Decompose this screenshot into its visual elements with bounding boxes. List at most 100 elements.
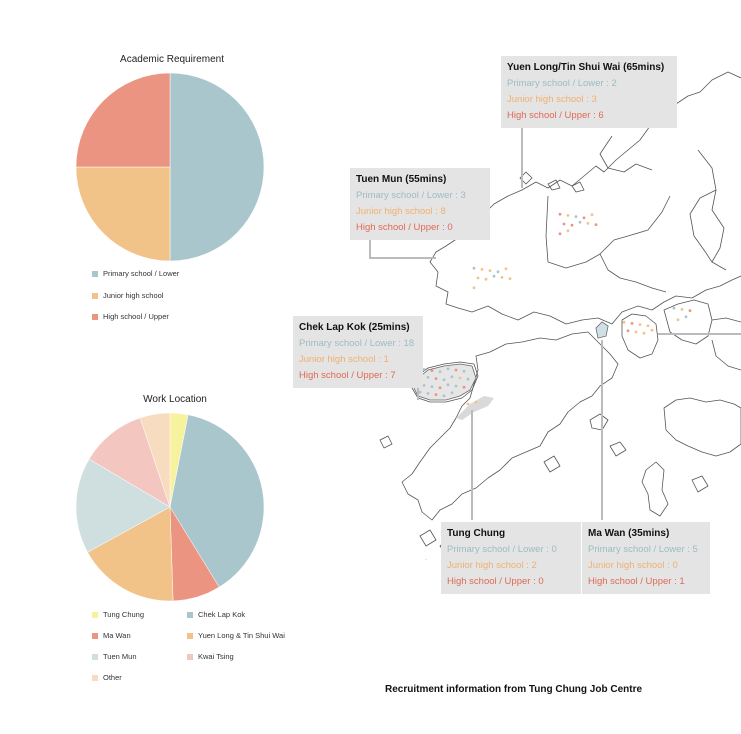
infobox-tuen-mun: Tuen Mun (55mins) Primary school / Lower… bbox=[350, 168, 490, 240]
job-dot bbox=[578, 220, 582, 224]
job-dot bbox=[626, 329, 630, 333]
job-dot bbox=[558, 232, 562, 236]
islet bbox=[609, 441, 627, 457]
job-dot bbox=[430, 369, 434, 372]
pie-slice-junior-high-school bbox=[75, 166, 171, 262]
infobox-primary: Primary school / Lower : 5 bbox=[588, 544, 698, 555]
job-dot bbox=[650, 328, 654, 332]
location-chart-title: Work Location bbox=[143, 394, 207, 405]
job-dot bbox=[438, 386, 442, 390]
job-dot bbox=[418, 390, 422, 394]
pie-slice-yuen-long-tin-shui-wai bbox=[87, 506, 174, 602]
district-line bbox=[599, 253, 667, 293]
hong-kong-map bbox=[369, 71, 741, 560]
job-dot bbox=[472, 286, 476, 290]
job-dot bbox=[454, 368, 458, 372]
job-dot bbox=[504, 267, 508, 271]
legend-swatch bbox=[187, 632, 193, 639]
islet bbox=[419, 529, 437, 547]
infobox-junior: Junior high school : 2 bbox=[447, 560, 537, 571]
legend-label: Primary school / Lower bbox=[103, 269, 180, 278]
job-dot bbox=[450, 375, 454, 379]
infobox-high: High school / Upper : 7 bbox=[299, 370, 396, 381]
job-dot bbox=[466, 377, 470, 381]
hk-island-outline bbox=[663, 397, 741, 457]
district-line bbox=[599, 135, 653, 173]
job-dot bbox=[582, 216, 586, 220]
job-dot bbox=[646, 324, 650, 328]
infobox-ma-wan: Ma Wan (35mins) Primary school / Lower :… bbox=[582, 522, 710, 594]
infobox-primary: Primary school / Lower : 3 bbox=[356, 190, 466, 201]
pie-slice-tuen-mun bbox=[75, 458, 171, 553]
legend-label: Chek Lap Kok bbox=[198, 610, 246, 619]
infobox-yuen-long: Yuen Long/Tin Shui Wai (65mins) Primary … bbox=[501, 56, 677, 128]
islet bbox=[589, 413, 609, 431]
location-pie bbox=[75, 412, 265, 602]
legend-kwai-tsing: Kwai Tsing bbox=[187, 652, 234, 661]
east-outline bbox=[711, 317, 741, 371]
legend-label: High school / Upper bbox=[103, 312, 169, 321]
legend-swatch bbox=[92, 653, 98, 660]
job-dot bbox=[434, 377, 438, 380]
job-dot bbox=[638, 323, 642, 326]
islet bbox=[379, 435, 393, 449]
job-dot bbox=[422, 368, 426, 371]
infobox-title: Tung Chung bbox=[447, 528, 506, 539]
tung-chung-highlight bbox=[456, 396, 494, 420]
job-dot bbox=[684, 315, 688, 319]
job-dot bbox=[462, 385, 466, 389]
job-dot bbox=[458, 376, 462, 380]
infobox-primary: Primary school / Lower : 0 bbox=[447, 544, 557, 555]
map-caption: Recruitment information from Tung Chung … bbox=[385, 684, 643, 695]
islet bbox=[543, 455, 561, 473]
legend-primary: Primary school / Lower bbox=[92, 269, 179, 278]
legend-yuen-long: Yuen Long & Tin Shui Wai bbox=[187, 631, 285, 640]
district-line bbox=[697, 149, 727, 271]
legend-label: Tuen Mun bbox=[103, 652, 137, 661]
job-dot bbox=[422, 384, 426, 387]
job-dot bbox=[426, 392, 430, 395]
academic-chart-title: Academic Requirement bbox=[120, 54, 224, 65]
job-dot bbox=[558, 212, 562, 216]
infobox-junior: Junior high school : 0 bbox=[588, 560, 678, 571]
legend-label: Kwai Tsing bbox=[198, 652, 234, 661]
legend-label: Ma Wan bbox=[103, 631, 131, 640]
job-dot bbox=[566, 214, 570, 217]
islet bbox=[571, 181, 585, 193]
job-dot bbox=[462, 369, 466, 373]
job-dot bbox=[622, 320, 626, 324]
job-dot bbox=[676, 318, 680, 322]
pie-slice-chek-lap-kok bbox=[169, 414, 265, 588]
legend-swatch bbox=[92, 270, 98, 277]
job-dot bbox=[426, 376, 430, 379]
legend-swatch bbox=[187, 653, 193, 660]
legend-swatch bbox=[92, 611, 98, 618]
job-dot bbox=[630, 322, 634, 325]
islet bbox=[519, 171, 533, 185]
infobox-high: High school / Upper : 1 bbox=[588, 576, 685, 587]
district-line bbox=[689, 189, 717, 263]
legend-high: High school / Upper bbox=[92, 312, 169, 321]
job-dot bbox=[480, 268, 484, 271]
lamma-outline bbox=[641, 461, 669, 517]
kwai-tsing-outline bbox=[621, 313, 659, 359]
district-line bbox=[545, 195, 671, 269]
academic-pie bbox=[75, 72, 265, 262]
infobox-primary: Primary school / Lower : 2 bbox=[507, 78, 617, 89]
job-dot bbox=[586, 222, 590, 225]
leader-tuen-mun bbox=[369, 236, 436, 259]
job-dot bbox=[430, 385, 434, 388]
job-dot bbox=[484, 277, 488, 281]
job-dot bbox=[574, 215, 578, 219]
ma-wan-highlight bbox=[595, 321, 609, 339]
legend-swatch bbox=[92, 292, 98, 299]
job-dot bbox=[688, 309, 692, 312]
legend-other: Other bbox=[92, 673, 122, 682]
job-dot bbox=[634, 330, 638, 334]
pie-slice-high-school-upper bbox=[75, 72, 171, 168]
infobox-title: Yuen Long/Tin Shui Wai (65mins) bbox=[507, 62, 665, 73]
job-dot bbox=[454, 384, 458, 388]
job-dot bbox=[446, 367, 450, 371]
job-dot bbox=[450, 391, 454, 395]
infobox-high: High school / Upper : 0 bbox=[356, 222, 453, 233]
